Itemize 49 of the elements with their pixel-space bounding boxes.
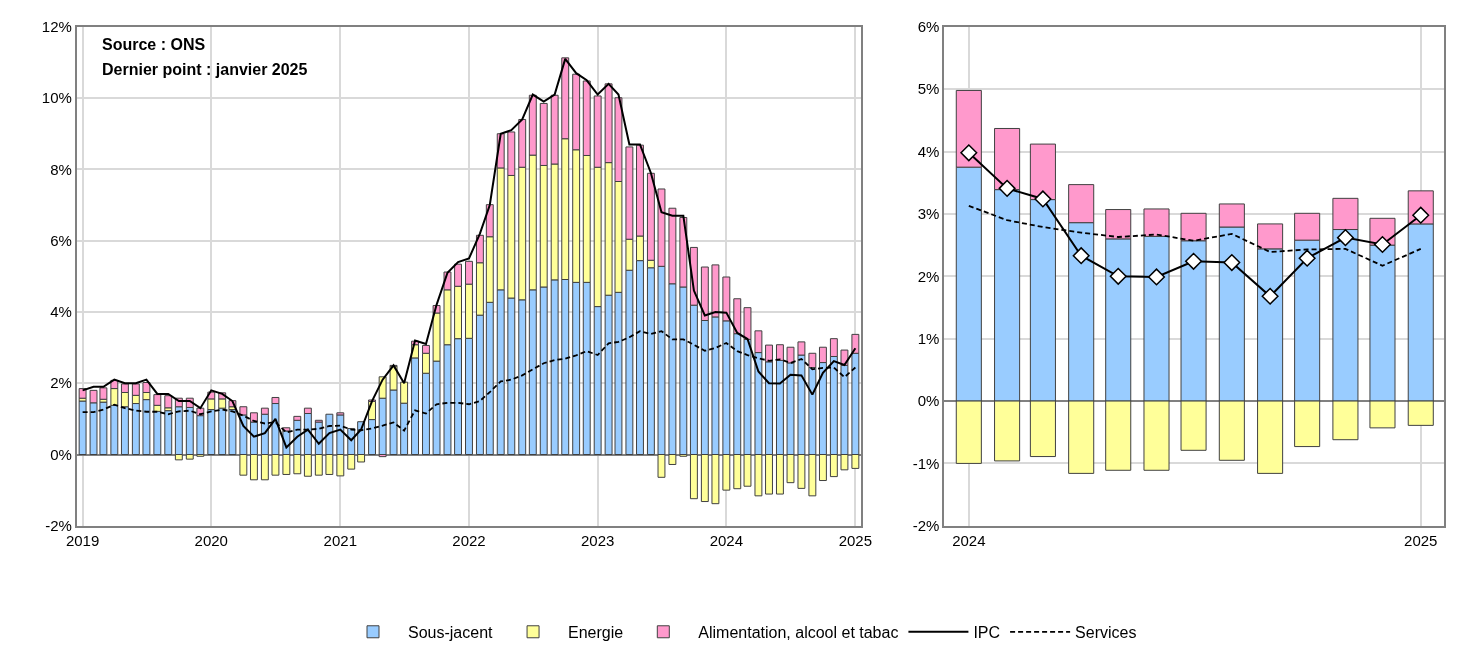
legend-label: Sous-jacent bbox=[408, 624, 494, 642]
x-tick-label: 2020 bbox=[194, 531, 228, 549]
x-tick-label: 2024 bbox=[709, 531, 744, 549]
point bbox=[1185, 252, 1203, 270]
y-tick-label: 3% bbox=[917, 205, 940, 223]
y-tick-label: 1% bbox=[917, 329, 940, 347]
point bbox=[1109, 267, 1127, 285]
y-tick-label: 2% bbox=[917, 267, 940, 285]
annotation: Source : ONS bbox=[102, 36, 206, 53]
legend-label: Energie bbox=[568, 624, 624, 642]
bar bbox=[164, 395, 173, 409]
y-tick-label: 6% bbox=[917, 18, 940, 36]
bar bbox=[164, 410, 173, 455]
x-tick-label: 2021 bbox=[323, 531, 357, 549]
y-tick-label: 4% bbox=[50, 303, 72, 321]
y-tick-label: 6% bbox=[50, 231, 72, 249]
point bbox=[1072, 247, 1090, 265]
y-tick-label: 8% bbox=[50, 160, 72, 178]
y-tick-label: 10% bbox=[41, 89, 72, 107]
x-tick-label: 2024 bbox=[952, 531, 986, 549]
bar bbox=[228, 409, 237, 455]
point bbox=[960, 144, 978, 162]
annotation: Dernier point : janvier 2025 bbox=[102, 61, 308, 78]
point bbox=[998, 179, 1016, 197]
legend-label: Services bbox=[1075, 624, 1137, 642]
y-tick-label: 0% bbox=[50, 445, 72, 463]
point bbox=[1261, 287, 1279, 305]
point bbox=[1147, 268, 1166, 286]
y-tick-label: -2% bbox=[912, 517, 940, 535]
point bbox=[1336, 229, 1354, 247]
y-tick-label: 2% bbox=[50, 374, 72, 392]
y-tick-label: 12% bbox=[41, 18, 72, 36]
x-tick-label: 2025 bbox=[838, 531, 873, 549]
y-tick-label: 5% bbox=[917, 80, 940, 98]
line-series bbox=[81, 57, 857, 449]
y-tick-label: 0% bbox=[917, 392, 940, 410]
point bbox=[1223, 254, 1241, 272]
y-tick-label: -1% bbox=[912, 454, 940, 472]
legend-label: IPC bbox=[973, 624, 1001, 642]
x-tick-label: 2022 bbox=[452, 531, 486, 549]
point bbox=[1373, 235, 1392, 254]
x-tick-label: 2023 bbox=[580, 531, 615, 549]
legend-label: Alimentation, alcool et tabac bbox=[698, 624, 899, 642]
y-tick-label: 4% bbox=[917, 142, 940, 160]
bar bbox=[153, 410, 162, 455]
point bbox=[1298, 249, 1316, 267]
x-tick-label: 2025 bbox=[1404, 531, 1438, 549]
bar bbox=[78, 400, 87, 455]
point bbox=[1034, 190, 1052, 208]
